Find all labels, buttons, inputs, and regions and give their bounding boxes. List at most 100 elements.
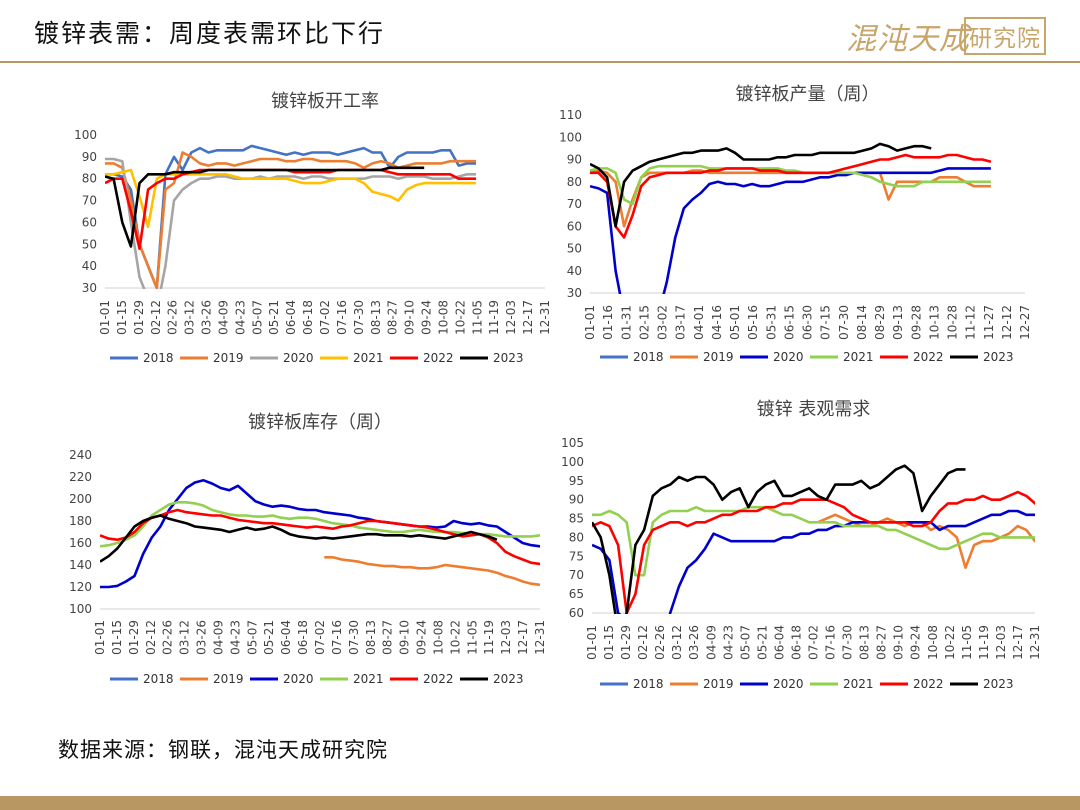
legend-label: 2021 <box>843 677 874 691</box>
y-tick-label: 60 <box>82 215 97 229</box>
legend-label: 2019 <box>213 351 244 365</box>
x-tick-label: 09-10 <box>892 625 906 660</box>
x-tick-label: 04-23 <box>721 625 735 660</box>
x-tick-label: 02-12 <box>149 300 163 335</box>
x-tick-label: 12-17 <box>1011 625 1025 660</box>
page-title: 镀锌表需：周度表需环比下行 <box>34 19 386 48</box>
legend-label: 2018 <box>633 677 664 691</box>
x-tick-label: 02-26 <box>166 300 180 335</box>
y-tick-label: 70 <box>569 568 584 582</box>
x-tick-label: 01-01 <box>98 300 112 335</box>
x-tick-label: 11-12 <box>964 305 978 340</box>
x-tick-label: 12-31 <box>533 620 547 655</box>
x-tick-label: 10-08 <box>431 620 445 655</box>
y-tick-label: 220 <box>69 470 92 484</box>
x-tick-label: 06-30 <box>801 305 815 340</box>
series-line-2023 <box>590 142 932 228</box>
x-tick-label: 11-05 <box>470 300 484 335</box>
x-tick-label: 08-27 <box>875 625 889 660</box>
x-tick-label: 06-04 <box>279 620 293 655</box>
x-tick-label: 05-07 <box>250 300 264 335</box>
x-tick-label: 12-17 <box>521 300 535 335</box>
y-tick-label: 65 <box>569 587 584 601</box>
x-tick-label: 01-15 <box>602 625 616 660</box>
x-tick-label: 04-09 <box>211 620 225 655</box>
legend-label: 2020 <box>773 350 804 364</box>
x-tick-label: 05-07 <box>738 625 752 660</box>
x-tick-label: 01-29 <box>132 300 146 335</box>
y-tick-label: 50 <box>567 242 582 256</box>
y-tick-label: 30 <box>82 281 97 295</box>
x-tick-label: 10-22 <box>448 620 462 655</box>
legend-label: 2019 <box>703 350 734 364</box>
y-tick-label: 90 <box>569 493 584 507</box>
logo-text-right: 研究院 <box>964 17 1046 55</box>
x-tick-label: 02-12 <box>636 625 650 660</box>
y-tick-label: 240 <box>69 448 92 462</box>
x-tick-label: 08-13 <box>858 625 872 660</box>
x-tick-label: 12-17 <box>516 620 530 655</box>
x-tick-label: 09-24 <box>909 625 923 660</box>
x-tick-label: 01-29 <box>127 620 141 655</box>
series-line-2023 <box>105 166 425 248</box>
x-tick-label: 03-26 <box>195 620 209 655</box>
legend-label: 2021 <box>843 350 874 364</box>
chart-title: 镀锌板开工率 <box>271 91 379 112</box>
series-line-2022 <box>100 508 540 566</box>
y-tick-label: 100 <box>561 455 584 469</box>
y-tick-label: 100 <box>559 130 582 144</box>
x-tick-label: 08-13 <box>364 620 378 655</box>
series-line-2021 <box>590 164 991 206</box>
y-tick-label: 100 <box>74 128 97 142</box>
x-tick-label: 06-18 <box>301 300 315 335</box>
x-tick-label: 09-10 <box>398 620 412 655</box>
x-tick-label: 07-30 <box>347 620 361 655</box>
x-tick-label: 03-12 <box>670 625 684 660</box>
series-line-2023 <box>100 514 498 563</box>
x-tick-label: 08-27 <box>381 620 395 655</box>
legend-label: 2020 <box>283 672 314 686</box>
y-tick-label: 70 <box>82 194 97 208</box>
y-tick-label: 100 <box>69 602 92 616</box>
y-tick-label: 30 <box>567 286 582 300</box>
x-tick-label: 10-28 <box>946 305 960 340</box>
x-tick-label: 05-01 <box>728 305 742 340</box>
series-line-2020 <box>590 167 991 294</box>
x-tick-label: 10-08 <box>436 300 450 335</box>
chart-title: 镀锌板产量（周） <box>736 84 880 105</box>
x-tick-label: 03-12 <box>183 300 197 335</box>
chart-galvanized-weekly-output: 镀锌板产量（周） 30 40 50 60 70 80 90 100 110 01-01 01-16 01… <box>559 84 1032 364</box>
series-line-2019 <box>105 151 476 289</box>
x-tick-label: 11-27 <box>982 305 996 340</box>
x-tick-label: 02-26 <box>161 620 175 655</box>
y-tick-label: 80 <box>569 530 584 544</box>
x-tick-label: 07-30 <box>352 300 366 335</box>
series-line-2021 <box>105 168 476 229</box>
x-tick-label: 08-14 <box>855 305 869 340</box>
legend-label: 2022 <box>423 672 454 686</box>
series-line-2019 <box>324 556 540 587</box>
x-tick-label: 06-04 <box>772 625 786 660</box>
x-tick-label: 01-01 <box>583 305 597 340</box>
y-tick-label: 80 <box>82 172 97 186</box>
series-line-2021 <box>592 505 1035 577</box>
series-line-2020 <box>592 509 1035 614</box>
x-tick-label: 12-12 <box>1000 305 1014 340</box>
x-tick-label: 03-26 <box>687 625 701 660</box>
x-tick-label: 04-23 <box>233 300 247 335</box>
x-tick-label: 05-07 <box>245 620 259 655</box>
x-tick-label: 11-19 <box>487 300 501 335</box>
series-line-2023 <box>592 464 966 614</box>
x-tick-label: 10-22 <box>453 300 467 335</box>
y-tick-label: 80 <box>567 175 582 189</box>
logo-text-left: 混沌天成 <box>846 22 970 57</box>
x-tick-label: 07-02 <box>318 300 332 335</box>
x-tick-label: 11-05 <box>960 625 974 660</box>
data-source-note: 数据来源：钢联，混沌天成研究院 <box>58 738 388 762</box>
x-tick-label: 01-01 <box>93 620 107 655</box>
x-tick-label: 05-16 <box>746 305 760 340</box>
x-tick-label: 01-29 <box>619 625 633 660</box>
x-tick-label: 01-16 <box>601 305 615 340</box>
